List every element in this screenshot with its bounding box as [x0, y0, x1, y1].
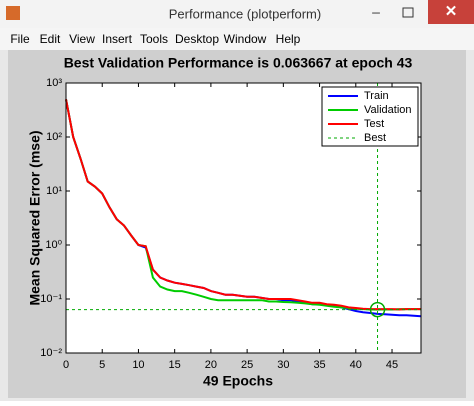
legend-label: Best — [364, 132, 386, 144]
x-tick-label: 20 — [205, 359, 217, 371]
x-tick-label: 30 — [277, 359, 289, 371]
x-tick-label: 45 — [386, 359, 398, 371]
close-icon: ✕ — [445, 3, 458, 20]
x-tick-label: 35 — [313, 359, 325, 371]
menu-item[interactable]: Insert — [102, 32, 133, 46]
y-tick-label: 10³ — [46, 77, 62, 89]
y-tick-label: 10⁰ — [45, 239, 62, 251]
menu-item[interactable]: View — [69, 32, 95, 46]
window-title: Performance (plotperform) — [169, 6, 321, 21]
menu-item[interactable]: Edit — [40, 32, 61, 46]
y-tick-label: 10² — [46, 131, 62, 143]
x-axis-label: 49 Epochs — [203, 373, 273, 389]
menu-item[interactable]: Window — [224, 32, 267, 46]
app-icon — [6, 6, 20, 20]
x-tick-label: 0 — [63, 359, 69, 371]
x-tick-label: 25 — [241, 359, 253, 371]
title-bar — [0, 0, 474, 28]
legend-label: Test — [364, 118, 384, 130]
menu-item[interactable]: Desktop — [175, 32, 219, 46]
y-tick-label: 10¹ — [46, 185, 62, 197]
y-axis-label: Mean Squared Error (mse) — [27, 130, 43, 305]
legend-label: Train — [364, 90, 389, 102]
close-button[interactable] — [428, 0, 474, 24]
x-tick-label: 40 — [350, 359, 362, 371]
y-tick-label: 10⁻² — [40, 347, 62, 359]
menu-item[interactable]: Help — [276, 32, 301, 46]
series-line — [65, 99, 421, 311]
axes-border — [65, 82, 422, 354]
chart-title: Best Validation Performance is 0.063667 … — [64, 55, 413, 71]
maximize-button[interactable] — [402, 7, 414, 18]
x-tick-label: 5 — [99, 359, 105, 371]
x-tick-label: 15 — [169, 359, 181, 371]
menu-bar — [0, 28, 474, 50]
y-tick-label: 10⁻¹ — [40, 293, 62, 305]
minimize-button[interactable]: – — [372, 4, 380, 20]
legend-label: Validation — [364, 104, 412, 116]
best-marker — [369, 301, 386, 318]
menu-item[interactable]: Tools — [140, 32, 168, 46]
menu-item[interactable]: File — [10, 32, 30, 46]
x-tick-label: 10 — [132, 359, 144, 371]
